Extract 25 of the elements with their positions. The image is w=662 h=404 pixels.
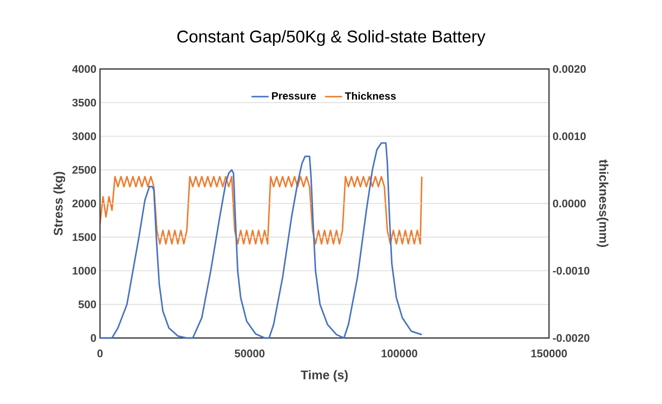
x-axis-title: Time (s) — [300, 370, 348, 382]
y-tick-label: 1500 — [72, 233, 96, 242]
y2-axis-title: thickness(mm) — [596, 160, 608, 247]
legend-label: Thickness — [344, 92, 396, 100]
y-tick-label: 4000 — [72, 65, 96, 73]
x-tick-label: 50000 — [234, 350, 264, 358]
y2-tick-label: 0.0000 — [552, 200, 586, 208]
y-tick-label: 1000 — [72, 266, 96, 275]
y-tick-label: 2000 — [72, 200, 96, 208]
y2-tick-label: -0.0020 — [552, 334, 590, 342]
y2-tick-label: 0.0010 — [552, 132, 586, 140]
y-tick-label: 3500 — [72, 98, 96, 107]
y-axis-title: Stress (kg) — [53, 172, 66, 236]
x-tick-label: 150000 — [531, 350, 567, 358]
x-tick-label: 0 — [97, 350, 103, 358]
y-tick-label: 3000 — [72, 132, 96, 140]
x-tick-label: 100000 — [382, 350, 418, 358]
line-series — [100, 176, 423, 245]
y2-tick-label: -0.0010 — [552, 266, 590, 275]
chart-title: Constant Gap/50Kg & Solid-state Battery — [177, 30, 486, 46]
y-tick-label: 0 — [90, 334, 96, 342]
y2-tick-label: 0.0020 — [552, 65, 586, 73]
legend-label: Pressure — [272, 92, 316, 100]
y-tick-label: 500 — [78, 300, 96, 308]
y-tick-label: 2500 — [72, 166, 96, 174]
